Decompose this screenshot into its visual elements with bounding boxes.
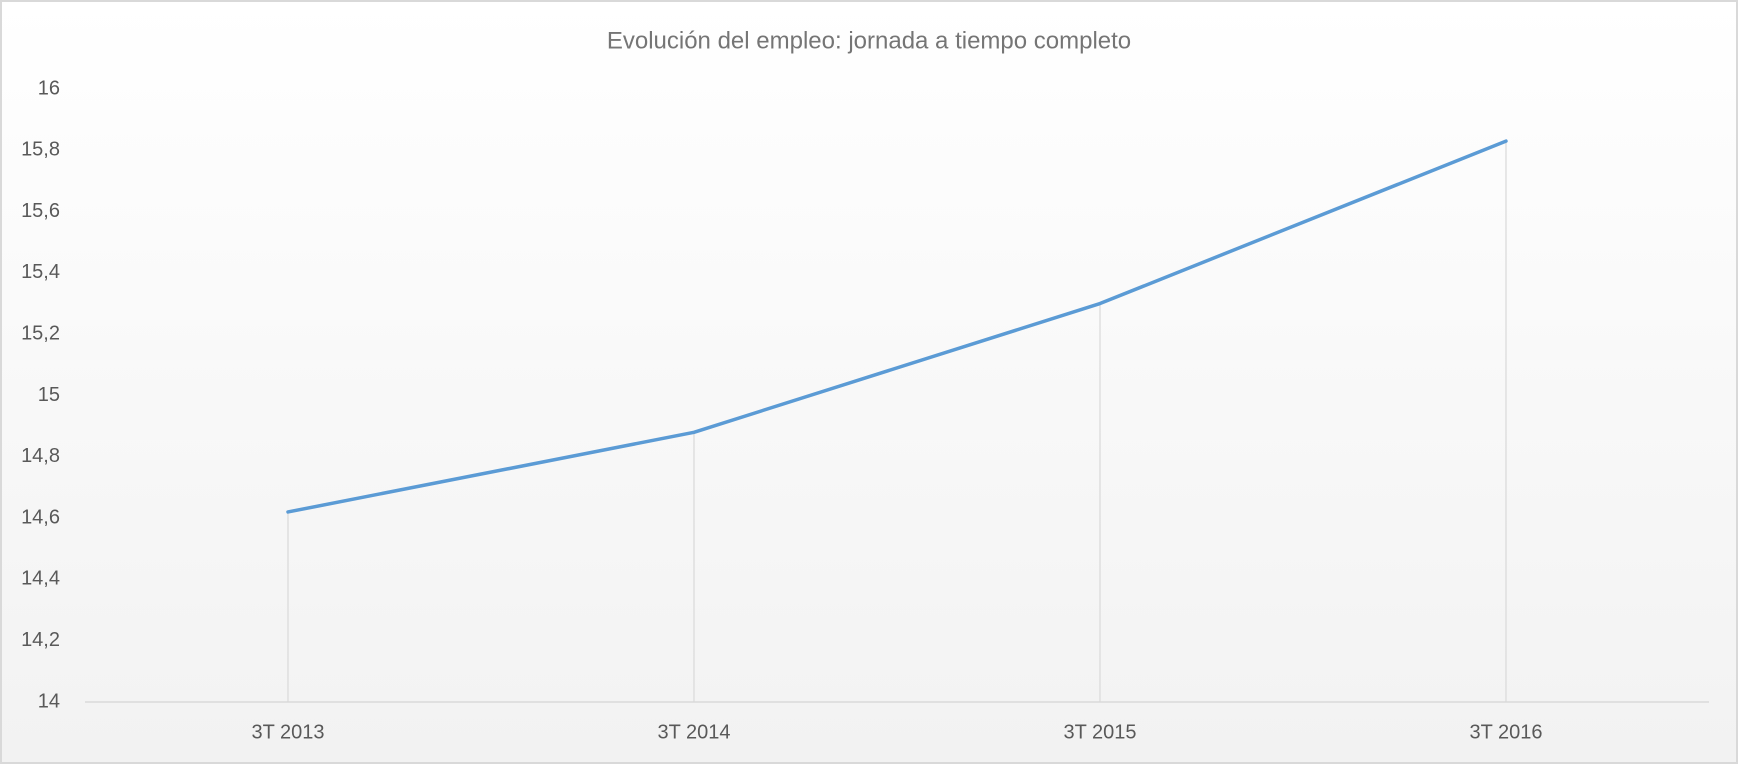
y-tick-label: 14 [38,690,60,712]
chart-title: Evolución del empleo: jornada a tiempo c… [607,27,1131,54]
x-tick-label: 3T 2013 [251,721,324,743]
x-tick-label: 3T 2016 [1469,721,1542,743]
y-tick-label: 14,4 [21,568,60,590]
y-tick-label: 15,6 [21,200,60,222]
x-tick-label: 3T 2015 [1063,721,1136,743]
y-tick-label: 14,2 [21,629,60,651]
y-tick-label: 15,8 [21,139,60,161]
x-tick-label: 3T 2014 [657,721,730,743]
y-tick-label: 15,4 [21,261,60,283]
data-line [286,139,1508,514]
y-tick-label: 16 [38,77,60,99]
y-tick-label: 15 [38,384,60,406]
y-tick-label: 14,8 [21,445,60,467]
y-tick-label: 14,6 [21,506,60,528]
y-tick-label: 15,2 [21,322,60,344]
